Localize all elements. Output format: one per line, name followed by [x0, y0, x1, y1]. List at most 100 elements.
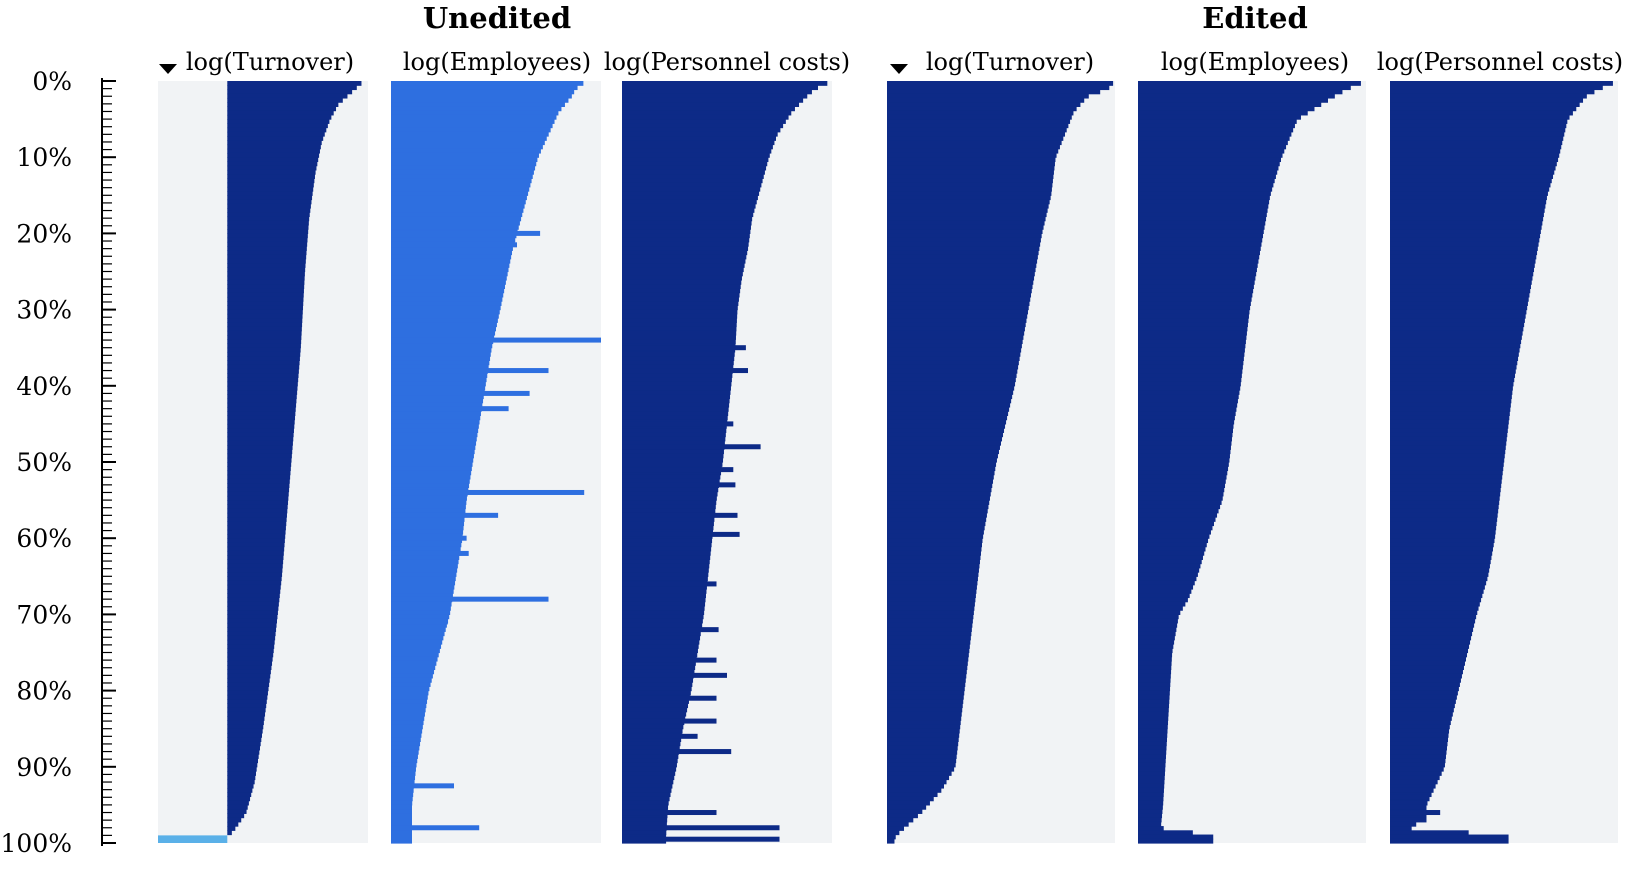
data-bar — [1390, 538, 1495, 544]
data-bar — [887, 258, 1038, 264]
data-bar — [887, 813, 918, 819]
data-bar — [1390, 440, 1507, 446]
data-bar — [887, 161, 1055, 167]
data-bar — [622, 775, 675, 781]
data-bar — [391, 373, 488, 378]
data-bar — [1138, 445, 1231, 450]
data-bar — [622, 360, 734, 366]
data-bar — [227, 212, 310, 218]
data-bar — [622, 148, 772, 154]
data-bar — [1390, 635, 1472, 641]
data-bar — [887, 699, 964, 704]
data-bar — [1390, 508, 1499, 514]
data-bar — [1390, 284, 1531, 290]
data-bar — [1390, 665, 1464, 671]
data-bar — [887, 495, 990, 501]
data-bar — [1138, 428, 1233, 433]
data-bar — [1138, 233, 1264, 239]
data-bar — [887, 635, 971, 641]
data-bar — [391, 610, 451, 615]
data-bar — [1390, 119, 1568, 124]
data-bar — [1138, 466, 1229, 472]
column-label: log(Turnover) — [926, 48, 1094, 76]
data-bar — [391, 449, 475, 455]
data-bar — [887, 627, 972, 632]
data-bar — [622, 631, 701, 637]
data-bar — [887, 250, 1039, 256]
data-bar — [1390, 224, 1542, 230]
data-bar — [1138, 406, 1237, 412]
data-bar — [1138, 102, 1322, 107]
data-bar — [1390, 512, 1498, 518]
data-bar — [1390, 182, 1551, 188]
data-bar — [887, 517, 987, 522]
outlier-bar — [622, 657, 717, 663]
data-bar — [1390, 89, 1595, 95]
outlier-bar — [1390, 810, 1441, 816]
data-bar — [622, 618, 703, 624]
data-bar — [391, 483, 470, 488]
data-bar — [622, 415, 728, 421]
data-bar — [622, 301, 739, 306]
data-bar — [622, 220, 752, 226]
data-bar — [1138, 326, 1248, 332]
triangle-down-icon[interactable] — [159, 64, 177, 74]
data-bar — [622, 296, 739, 302]
data-bar — [1390, 567, 1490, 573]
data-bar — [1390, 271, 1534, 277]
data-bar — [227, 241, 308, 247]
data-bar — [622, 487, 719, 493]
data-bar — [391, 97, 569, 103]
data-bar — [227, 572, 283, 577]
data-bar — [1390, 716, 1452, 721]
data-bar — [1138, 258, 1259, 264]
data-bar — [622, 517, 715, 522]
data-bar — [622, 106, 795, 112]
data-bar — [391, 110, 559, 116]
data-bar — [887, 284, 1033, 290]
data-bar — [1138, 474, 1227, 480]
data-bar — [1138, 622, 1178, 628]
data-bar — [1390, 178, 1552, 184]
data-bar — [887, 457, 997, 463]
data-bar — [622, 682, 693, 687]
data-bar — [391, 567, 458, 573]
data-bar — [1138, 580, 1195, 586]
data-bar — [887, 415, 1008, 421]
triangle-down-icon[interactable] — [890, 64, 908, 74]
data-bar — [227, 821, 239, 827]
data-bar — [1138, 631, 1176, 637]
data-bar — [227, 81, 362, 86]
data-bar — [227, 110, 334, 116]
data-bar — [1138, 381, 1241, 387]
data-bar — [887, 779, 947, 785]
data-bar — [887, 593, 976, 599]
data-bar — [1138, 436, 1232, 442]
data-bar — [1138, 487, 1225, 493]
data-bar — [887, 381, 1016, 387]
data-bar — [887, 165, 1055, 171]
data-bar — [1390, 335, 1522, 340]
data-bar — [1390, 495, 1500, 501]
data-bar — [1390, 186, 1550, 192]
data-bar — [1138, 144, 1287, 150]
data-bar — [1138, 313, 1249, 319]
outlier-bar — [391, 512, 499, 518]
data-bar — [391, 428, 479, 433]
data-bar — [622, 195, 758, 201]
data-bar — [227, 445, 293, 450]
data-bar — [1138, 203, 1269, 209]
data-bar — [227, 271, 305, 277]
data-bar — [1138, 212, 1267, 218]
data-bar — [1390, 419, 1509, 425]
data-bar — [1390, 754, 1446, 759]
data-bar — [887, 322, 1026, 328]
data-bar — [227, 339, 302, 345]
data-bar — [887, 838, 895, 844]
data-bar — [1138, 148, 1285, 154]
data-bar — [1390, 584, 1485, 590]
data-bar — [1138, 550, 1205, 556]
data-bar — [227, 682, 270, 687]
data-bar — [391, 699, 428, 704]
data-bar — [887, 254, 1038, 260]
